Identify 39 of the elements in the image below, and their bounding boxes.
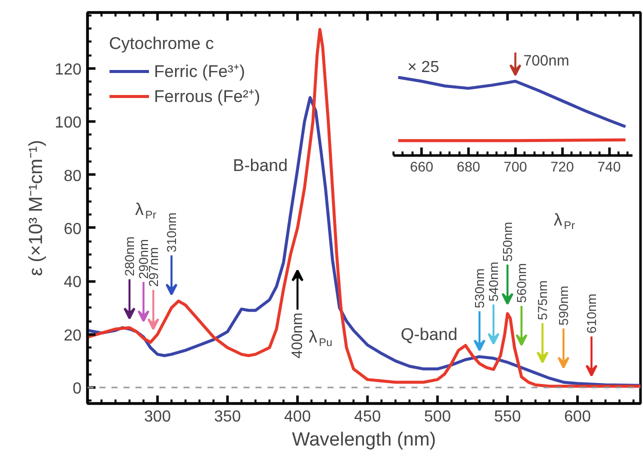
- x-tick-label: 720: [550, 158, 574, 174]
- annotation: 310nm: [164, 212, 179, 252]
- annotation: Q-band: [400, 324, 458, 344]
- y-tick-label: 60: [64, 220, 82, 238]
- legend-title: Cytochrome c: [109, 34, 215, 54]
- y-tick-label: 0: [72, 380, 82, 398]
- annotation: 530nm: [472, 268, 487, 308]
- annotation: 560nm: [514, 263, 529, 303]
- legend-label: Ferrous (Fe²⁺): [154, 86, 260, 107]
- x-axis-title: Wavelength (nm): [292, 430, 436, 450]
- x-tick-label: 740: [597, 158, 621, 174]
- legend-label: Ferric (Fe³⁺): [154, 61, 245, 82]
- y-tick-label: 40: [64, 274, 82, 292]
- annotation: 280nm: [122, 236, 137, 276]
- x-tick-label: 550: [494, 408, 521, 426]
- annotation: 550nm: [500, 222, 515, 262]
- annotation: B-band: [232, 156, 288, 175]
- y-tick-label: 100: [54, 114, 82, 132]
- annotation: 540nm: [486, 262, 501, 302]
- x-tick-label: 450: [354, 408, 381, 426]
- x-tick-label: 300: [144, 408, 171, 426]
- x-tick-label: 400: [284, 408, 311, 426]
- annotation: 400nm: [289, 312, 306, 358]
- annotation: × 25: [408, 59, 440, 76]
- y-axis-title: ε (×10³ M⁻¹cm⁻¹): [26, 140, 47, 276]
- x-tick-label: 350: [214, 408, 241, 426]
- x-tick-label: 500: [424, 408, 451, 426]
- line-series: [88, 28, 640, 388]
- annotation: 590nm: [556, 286, 571, 326]
- x-tick-label: 600: [564, 408, 591, 426]
- y-tick-label: 120: [54, 61, 82, 78]
- x-tick-label: 680: [456, 158, 480, 174]
- y-tick-label: 20: [64, 327, 82, 344]
- annotation: 610nm: [584, 294, 599, 334]
- annotation: 700nm: [523, 52, 570, 70]
- x-tick-label: 660: [410, 158, 434, 174]
- x-tick-label: 700: [504, 158, 528, 174]
- y-tick-label: 80: [64, 168, 82, 185]
- annotation: 575nm: [535, 280, 550, 320]
